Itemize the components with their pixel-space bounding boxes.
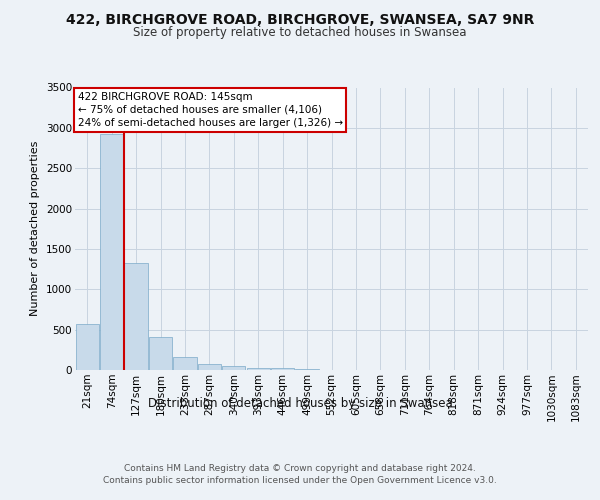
Y-axis label: Number of detached properties: Number of detached properties — [31, 141, 40, 316]
Bar — [100, 134, 123, 370]
Text: Size of property relative to detached houses in Swansea: Size of property relative to detached ho… — [133, 26, 467, 39]
Text: 422, BIRCHGROVE ROAD, BIRCHGROVE, SWANSEA, SA7 9NR: 422, BIRCHGROVE ROAD, BIRCHGROVE, SWANSE… — [66, 12, 534, 26]
Bar — [149, 337, 172, 370]
Bar — [295, 369, 319, 370]
Bar — [271, 368, 294, 370]
Bar — [247, 368, 270, 370]
Text: Contains public sector information licensed under the Open Government Licence v3: Contains public sector information licen… — [103, 476, 497, 485]
Text: Distribution of detached houses by size in Swansea: Distribution of detached houses by size … — [148, 398, 452, 410]
Text: Contains HM Land Registry data © Crown copyright and database right 2024.: Contains HM Land Registry data © Crown c… — [124, 464, 476, 473]
Text: 422 BIRCHGROVE ROAD: 145sqm
← 75% of detached houses are smaller (4,106)
24% of : 422 BIRCHGROVE ROAD: 145sqm ← 75% of det… — [77, 92, 343, 128]
Bar — [198, 364, 221, 370]
Bar — [76, 324, 99, 370]
Bar — [173, 357, 197, 370]
Bar — [124, 262, 148, 370]
Bar — [222, 366, 245, 370]
